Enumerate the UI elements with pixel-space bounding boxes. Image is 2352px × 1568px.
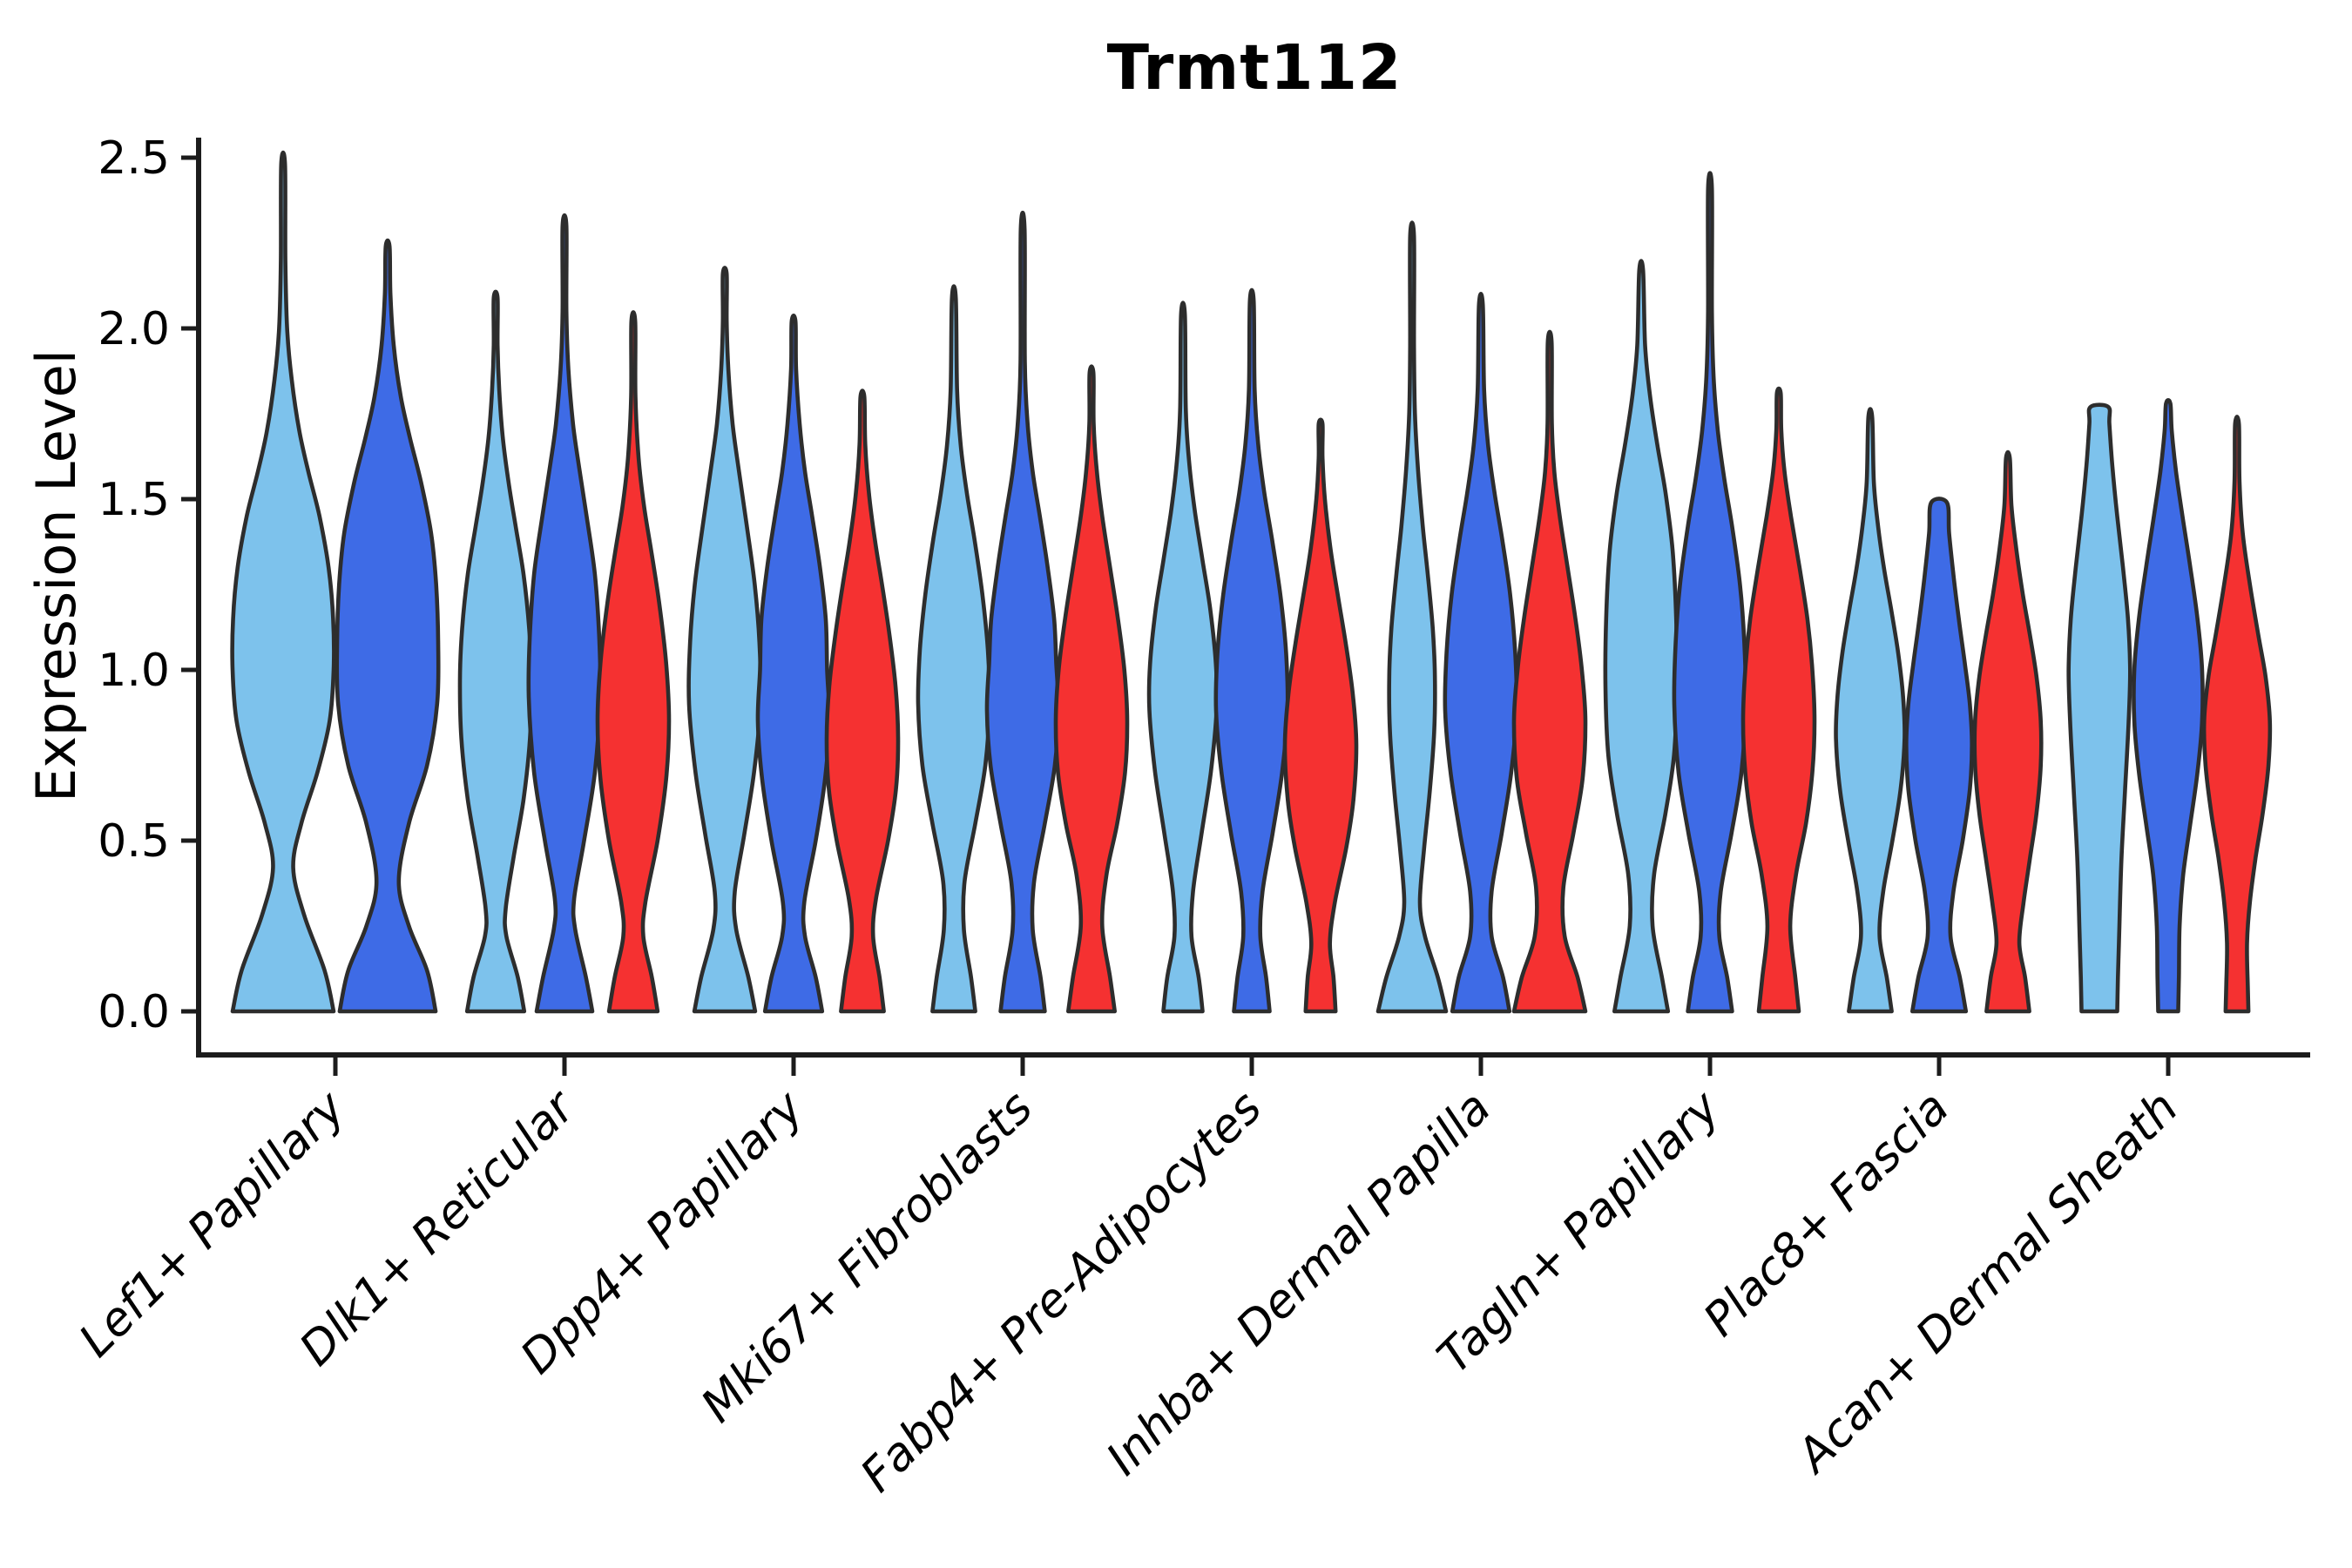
violin-tagln-royal-blue [1672, 171, 1748, 1014]
violin-mki67-red [1053, 364, 1130, 1014]
violin-plac8-royal-blue [1904, 497, 1974, 1014]
chart-title: Trmt112 [1106, 31, 1402, 104]
violin-acan-red [2201, 415, 2273, 1014]
violin-acan-royal-blue [2132, 397, 2205, 1014]
violin-acan-light-blue [2066, 402, 2132, 1014]
violin-dpp4-royal-blue [755, 313, 832, 1014]
violin-dlk1-royal-blue [526, 213, 603, 1014]
violin-dpp4-red [824, 389, 901, 1014]
y-tick-label: 2.0 [98, 303, 170, 355]
y-tick-label: 2.5 [98, 132, 170, 185]
violin-dpp4-light-blue [686, 266, 763, 1014]
y-tick-label: 1.0 [98, 645, 170, 697]
violin-lef1-light-blue [230, 150, 336, 1014]
violin-tagln-red [1740, 386, 1817, 1014]
violin-mki67-royal-blue [984, 210, 1061, 1014]
violin-inhba-red [1511, 329, 1588, 1014]
x-tick-label: Fabp4+ Pre-Adipocytes [851, 1081, 1273, 1503]
y-tick-label: 0.0 [98, 986, 170, 1038]
violin-plac8-red [1972, 449, 2044, 1014]
violin-lef1-royal-blue [335, 238, 441, 1014]
violin-plac8-light-blue [1834, 407, 1907, 1014]
violin-tagln-light-blue [1603, 259, 1680, 1014]
violin-dlk1-red [595, 310, 672, 1014]
y-tick-label: 1.5 [98, 474, 170, 526]
y-tick-label: 0.5 [98, 815, 170, 868]
violin-fabp4-light-blue [1146, 301, 1220, 1014]
violin-inhba-light-blue [1375, 220, 1449, 1014]
violin-dlk1-light-blue [457, 289, 534, 1014]
violin-mki67-light-blue [916, 284, 992, 1014]
x-tick-label: Inhba+ Dermal Papilla [1097, 1081, 1501, 1485]
x-tick-label: Acan+ Dermal Sheath [1786, 1081, 2189, 1484]
violin-inhba-royal-blue [1443, 291, 1519, 1014]
violin-fabp4-royal-blue [1213, 287, 1290, 1014]
x-tick-label: Plac8+ Fascia [1693, 1081, 1959, 1347]
violin-fabp4-red [1282, 417, 1359, 1014]
